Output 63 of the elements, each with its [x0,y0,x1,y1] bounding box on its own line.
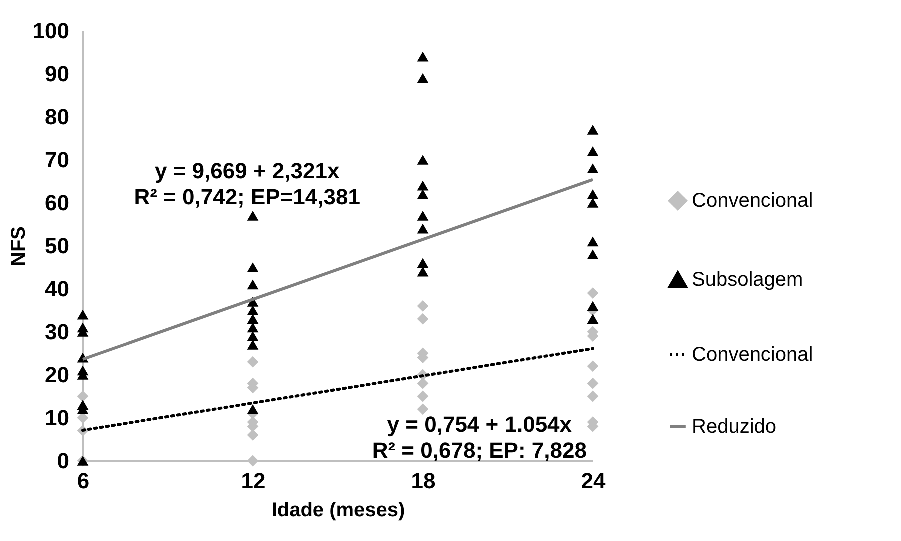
annotation: y = 0,754 + 1.054x R² = 0,678; EP: 7,828 [372,412,587,463]
point [247,331,259,342]
point [247,455,259,467]
x-axis-title: Idade (meses) [272,500,406,522]
point [587,378,599,390]
point [247,356,259,368]
point [587,164,599,174]
x-tick-label: 12 [241,468,266,494]
point [417,155,429,165]
point [247,306,259,316]
point [587,360,599,372]
point [417,52,429,62]
y-axis-title: NFS [8,226,30,266]
legend-label: Convencional [692,344,814,366]
point [587,146,599,156]
point [247,262,259,272]
point [247,280,259,290]
y-tick-label: 60 [45,190,70,216]
point [417,313,429,325]
x-tick-label: 24 [581,468,606,494]
point [247,322,259,333]
point [417,224,429,234]
y-tick-label: 80 [45,104,70,130]
point [247,404,259,414]
point [417,266,429,277]
y-tick-label: 0 [57,448,70,474]
point [247,430,259,441]
point [417,258,429,268]
point [247,210,259,221]
point [417,390,429,402]
point [587,390,599,402]
point [417,189,429,200]
point [77,390,89,402]
point [587,314,599,324]
legend-label: Convencional [692,190,814,212]
y-tick-label: 70 [45,148,70,172]
y-tick-label: 50 [45,234,70,258]
legend-label: Reduzido [692,416,777,438]
point [417,300,429,312]
y-tick-label: 10 [45,406,70,430]
point [417,73,429,84]
point [587,236,599,247]
y-tick-label: 40 [45,276,70,302]
point [587,288,599,299]
point [77,310,89,320]
point [587,301,599,312]
point [417,180,429,191]
legend-label: Subsolagem [692,269,804,291]
x-tick-label: 6 [77,468,90,494]
x-tick-label: 18 [411,468,436,494]
point [417,210,429,221]
point [587,250,599,260]
point [417,404,429,416]
y-tick-label: 100 [32,18,70,44]
y-tick-label: 30 [45,320,70,344]
point [587,198,599,208]
y-tick-label: 90 [45,62,70,86]
point [247,314,259,324]
y-tick-label: 20 [45,362,70,388]
point [587,189,599,200]
point [587,124,599,135]
annotation: y = 9,669 + 2,321x R² = 0,742; EP=14,381 [134,158,360,210]
point [247,340,259,350]
